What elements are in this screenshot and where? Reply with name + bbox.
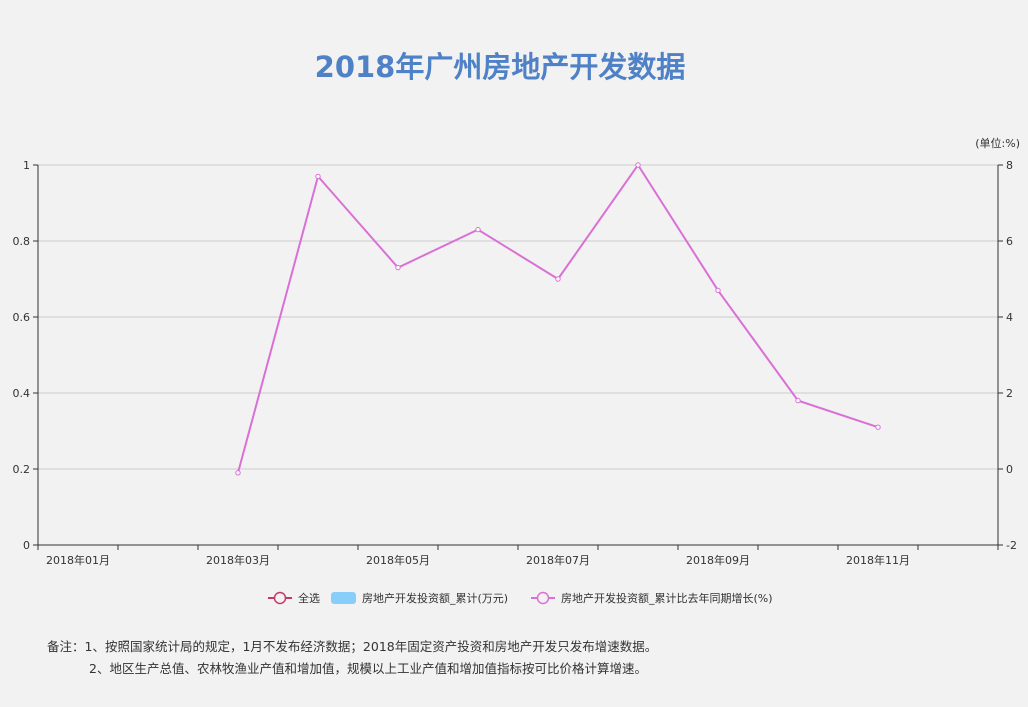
x-tick-label: 2018年11月 bbox=[846, 553, 910, 567]
left-tick-label: 0.2 bbox=[13, 463, 31, 476]
right-tick-label: 8 bbox=[1006, 159, 1013, 172]
line-point bbox=[875, 424, 881, 430]
left-tick-label: 1 bbox=[23, 159, 30, 172]
right-tick-label: 2 bbox=[1006, 387, 1013, 400]
x-tick-label: 2018年07月 bbox=[526, 553, 590, 567]
footnote-label: 备注： bbox=[47, 639, 85, 654]
unit-label: (单位:%) bbox=[975, 136, 1020, 150]
legend-label: 房地产开发投资额_累计(万元) bbox=[362, 591, 508, 605]
right-tick-label: 0 bbox=[1006, 463, 1013, 476]
footnote-line-1: 1、按照国家统计局的规定，1月不发布经济数据；2018年固定资产投资和房地产开发… bbox=[84, 639, 658, 654]
line-point bbox=[795, 397, 801, 404]
line-point bbox=[715, 287, 721, 294]
chart-gridlines bbox=[38, 164, 998, 470]
line-point bbox=[475, 226, 481, 233]
legend-bar-icon bbox=[331, 592, 356, 604]
right-tick-label: 4 bbox=[1006, 311, 1013, 324]
left-tick-label: 0.8 bbox=[13, 235, 31, 248]
line-point bbox=[555, 276, 561, 282]
chart-axes bbox=[37, 165, 999, 546]
legend-item-select-all[interactable]: 全选 bbox=[268, 591, 320, 605]
right-tick-label: 6 bbox=[1006, 235, 1013, 248]
left-tick-label: 0.6 bbox=[13, 311, 31, 324]
right-axis-ticks: -2 0 2 4 6 8 (单位:%) bbox=[975, 136, 1020, 552]
legend-circle-icon bbox=[536, 591, 550, 605]
x-tick-label: 2018年03月 bbox=[206, 553, 270, 567]
footnote: 备注：1、按照国家统计局的规定，1月不发布经济数据；2018年固定资产投资和房地… bbox=[47, 636, 657, 680]
x-tick-label: 2018年09月 bbox=[686, 553, 750, 567]
left-axis-ticks: 0 0.2 0.4 0.6 0.8 1 bbox=[13, 159, 38, 552]
series-line bbox=[237, 163, 879, 474]
legend-item-line-series[interactable]: 房地产开发投资额_累计比去年同期增长(%) bbox=[531, 591, 773, 605]
left-tick-label: 0 bbox=[23, 539, 30, 552]
page-title: 2018年广州房地产开发数据 bbox=[314, 50, 686, 84]
x-tick-label: 2018年01月 bbox=[46, 553, 110, 567]
x-axis-ticks: 2018年01月 2018年03月 2018年05月 2018年07月 2018年09月… bbox=[37, 545, 999, 567]
line-series bbox=[235, 162, 881, 476]
line-point bbox=[635, 162, 641, 168]
line-point bbox=[395, 264, 401, 271]
legend-item-bar-series[interactable]: 房地产开发投资额_累计(万元) bbox=[331, 591, 508, 605]
legend-label: 全选 bbox=[298, 591, 320, 605]
legend-label: 房地产开发投资额_累计比去年同期增长(%) bbox=[561, 591, 773, 605]
chart-legend[interactable]: 全选 房地产开发投资额_累计(万元) 房地产开发投资额_累计比去年同期增长(%) bbox=[268, 591, 773, 605]
line-point bbox=[315, 173, 321, 180]
left-tick-label: 0.4 bbox=[13, 387, 31, 400]
line-point bbox=[235, 470, 241, 476]
right-tick-label: -2 bbox=[1006, 539, 1017, 552]
x-tick-label: 2018年05月 bbox=[366, 553, 430, 567]
footnote-line-2: 2、地区生产总值、农林牧渔业产值和增加值，规模以上工业产值和增加值指标按可比价格… bbox=[89, 661, 647, 676]
legend-circle-icon bbox=[273, 591, 287, 605]
